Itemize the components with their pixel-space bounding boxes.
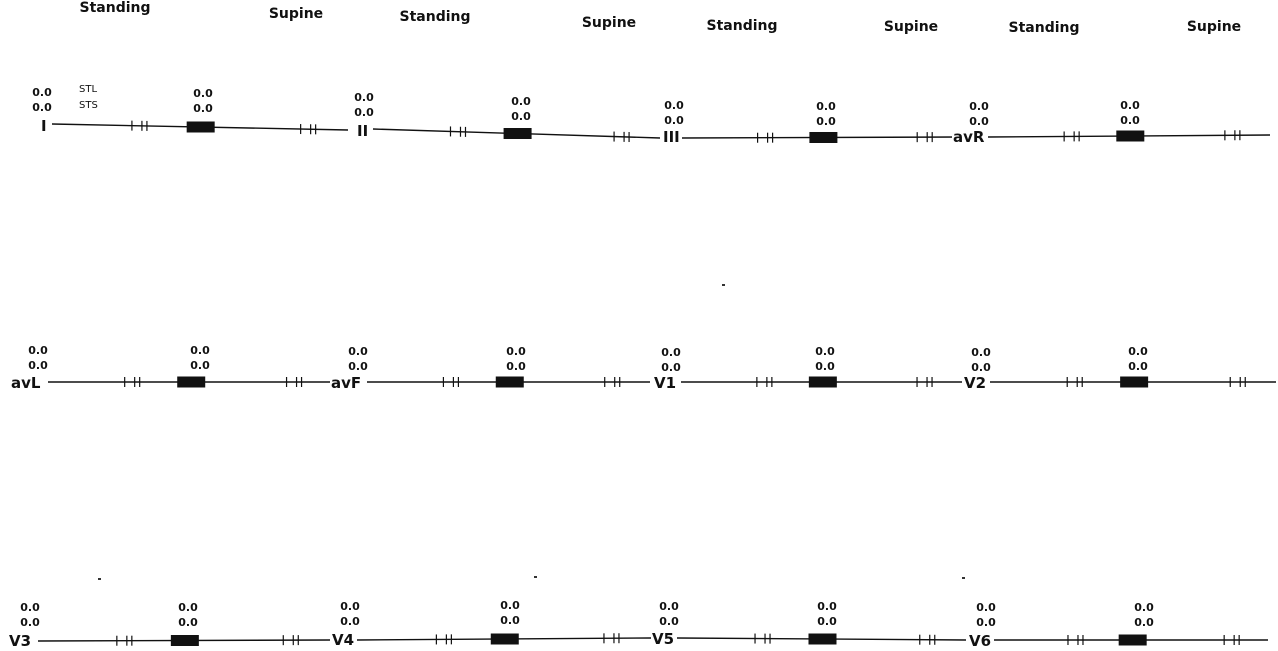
st-marker-bar: [809, 131, 838, 143]
supine-sts-value: 0.0: [1128, 360, 1148, 373]
supine-sts-value: 0.0: [511, 110, 531, 123]
standing-stl-value: 0.0: [659, 600, 679, 613]
header-supine: Supine: [581, 15, 637, 31]
header-supine: Supine: [1186, 19, 1242, 35]
standing-sts-value: 0.0: [661, 361, 681, 374]
supine-sts-value: 0.0: [1120, 114, 1140, 127]
lead-label: V5: [651, 630, 676, 648]
scan-speck: [962, 577, 965, 579]
standing-stl-value: 0.0: [971, 346, 991, 359]
scan-speck: [722, 284, 725, 286]
header-standing: Standing: [706, 18, 778, 34]
st-marker-bar: [1118, 634, 1147, 646]
supine-sts-value: 0.0: [190, 359, 210, 372]
standing-stl-value: 0.0: [20, 601, 40, 614]
standing-stl-value: 0.0: [354, 91, 374, 104]
st-marker-bar: [495, 376, 524, 388]
lead-label: III: [662, 128, 681, 146]
st-marker-bar: [808, 376, 837, 388]
supine-sts-value: 0.0: [178, 616, 198, 629]
legend-sts: STS: [79, 100, 98, 111]
standing-sts-value: 0.0: [354, 106, 374, 119]
header-supine: Supine: [883, 19, 939, 35]
standing-stl-value: 0.0: [969, 100, 989, 113]
scan-speck: [98, 578, 101, 580]
st-marker-bar: [177, 376, 206, 388]
lead-label: V4: [331, 631, 356, 649]
standing-sts-value: 0.0: [969, 115, 989, 128]
standing-sts-value: 0.0: [976, 616, 996, 629]
standing-stl-value: 0.0: [664, 99, 684, 112]
standing-stl-value: 0.0: [976, 601, 996, 614]
standing-sts-value: 0.0: [20, 616, 40, 629]
standing-sts-value: 0.0: [659, 615, 679, 628]
header-standing: Standing: [399, 9, 471, 25]
st-marker-bar: [490, 633, 519, 645]
standing-sts-value: 0.0: [340, 615, 360, 628]
standing-sts-value: 0.0: [664, 114, 684, 127]
supine-stl-value: 0.0: [1128, 345, 1148, 358]
standing-sts-value: 0.0: [32, 101, 52, 114]
st-marker-bar: [1120, 376, 1149, 388]
lead-label: V2: [963, 374, 988, 392]
standing-sts-value: 0.0: [348, 360, 368, 373]
supine-sts-value: 0.0: [193, 102, 213, 115]
st-marker-bar: [170, 635, 199, 647]
supine-stl-value: 0.0: [817, 600, 837, 613]
supine-stl-value: 0.0: [815, 345, 835, 358]
supine-stl-value: 0.0: [511, 95, 531, 108]
lead-label: avR: [952, 128, 986, 146]
lead-label: I: [40, 117, 48, 135]
supine-sts-value: 0.0: [1134, 616, 1154, 629]
header-standing: Standing: [79, 0, 151, 16]
supine-stl-value: 0.0: [1120, 99, 1140, 112]
header-supine: Supine: [268, 6, 324, 22]
standing-sts-value: 0.0: [971, 361, 991, 374]
lead-label: avL: [10, 374, 42, 392]
st-marker-bar: [503, 128, 532, 140]
supine-sts-value: 0.0: [817, 615, 837, 628]
supine-sts-value: 0.0: [500, 614, 520, 627]
standing-stl-value: 0.0: [340, 600, 360, 613]
st-marker-bar: [1116, 130, 1145, 142]
supine-sts-value: 0.0: [506, 360, 526, 373]
supine-stl-value: 0.0: [506, 345, 526, 358]
standing-stl-value: 0.0: [348, 345, 368, 358]
standing-stl-value: 0.0: [28, 344, 48, 357]
lead-label: avF: [330, 374, 363, 392]
standing-stl-value: 0.0: [32, 86, 52, 99]
standing-sts-value: 0.0: [28, 359, 48, 372]
st-marker-bar: [808, 633, 837, 645]
lead-label: V3: [8, 632, 33, 650]
standing-stl-value: 0.0: [661, 346, 681, 359]
supine-sts-value: 0.0: [816, 115, 836, 128]
supine-stl-value: 0.0: [500, 599, 520, 612]
supine-stl-value: 0.0: [193, 87, 213, 100]
supine-stl-value: 0.0: [1134, 601, 1154, 614]
st-marker-bar: [186, 121, 215, 133]
supine-sts-value: 0.0: [815, 360, 835, 373]
header-standing: Standing: [1008, 20, 1080, 36]
legend-stl: STL: [79, 84, 98, 95]
lead-label: V6: [968, 632, 993, 650]
supine-stl-value: 0.0: [178, 601, 198, 614]
scan-speck: [534, 576, 537, 578]
supine-stl-value: 0.0: [190, 344, 210, 357]
lead-label: II: [356, 122, 370, 140]
lead-label: V1: [653, 374, 678, 392]
supine-stl-value: 0.0: [816, 100, 836, 113]
